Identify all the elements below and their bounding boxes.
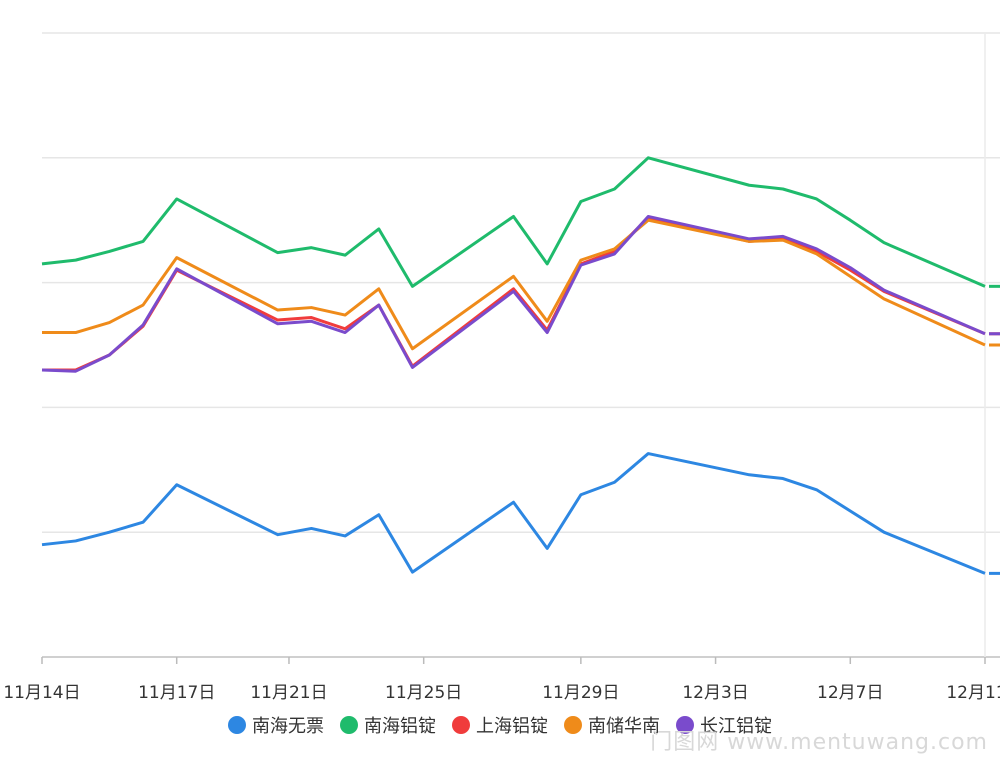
legend-item-2[interactable]: 上海铝锭	[452, 712, 548, 738]
x-tick-label: 11月17日	[138, 683, 215, 700]
legend-dot-icon	[340, 716, 358, 734]
legend-item-4[interactable]: 长江铝锭	[676, 712, 772, 738]
x-tick-label: 12月11日	[946, 683, 1000, 700]
x-tick-label: 11月14日	[3, 683, 80, 700]
x-tick-label: 11月21日	[250, 683, 327, 700]
legend-label: 南储华南	[588, 716, 660, 737]
legend-item-3[interactable]: 南储华南	[564, 712, 660, 738]
legend-dot-icon	[564, 716, 582, 734]
legend-item-0[interactable]: 南海无票	[228, 712, 324, 738]
grid-lines	[42, 32, 1000, 658]
series-line-3	[42, 218, 986, 351]
legend-label: 南海铝锭	[364, 716, 436, 737]
x-tick-label: 12月3日	[682, 683, 748, 700]
series-line-0	[41, 452, 986, 575]
series-line-4	[41, 214, 986, 373]
x-axis: 11月14日 11月17日 11月21日 11月25日 11月29日 12月3日 12月7日…	[3, 657, 1000, 700]
series-line-2	[42, 216, 986, 372]
series-lines	[41, 156, 1000, 575]
x-tick-label: 11月25日	[385, 683, 462, 700]
line-chart: 11月14日 11月17日 11月21日 11月25日 11月29日 12月3日 12月7日…	[3, 32, 1000, 700]
legend-label: 长江铝锭	[700, 716, 772, 737]
legend-dot-icon	[452, 716, 470, 734]
legend-label: 南海无票	[252, 716, 324, 737]
series-line-1	[41, 156, 986, 288]
legend-item-1[interactable]: 南海铝锭	[340, 712, 436, 738]
x-tick-label: 12月7日	[817, 683, 883, 700]
legend-dot-icon	[228, 716, 246, 734]
legend-dot-icon	[676, 716, 694, 734]
x-tick-label: 11月29日	[542, 683, 619, 700]
legend: 南海无票 南海铝锭 上海铝锭 南储华南 长江铝锭	[0, 712, 1000, 738]
legend-label: 上海铝锭	[476, 716, 548, 737]
watermark: 门图网 www.mentuwang.com	[650, 730, 988, 755]
